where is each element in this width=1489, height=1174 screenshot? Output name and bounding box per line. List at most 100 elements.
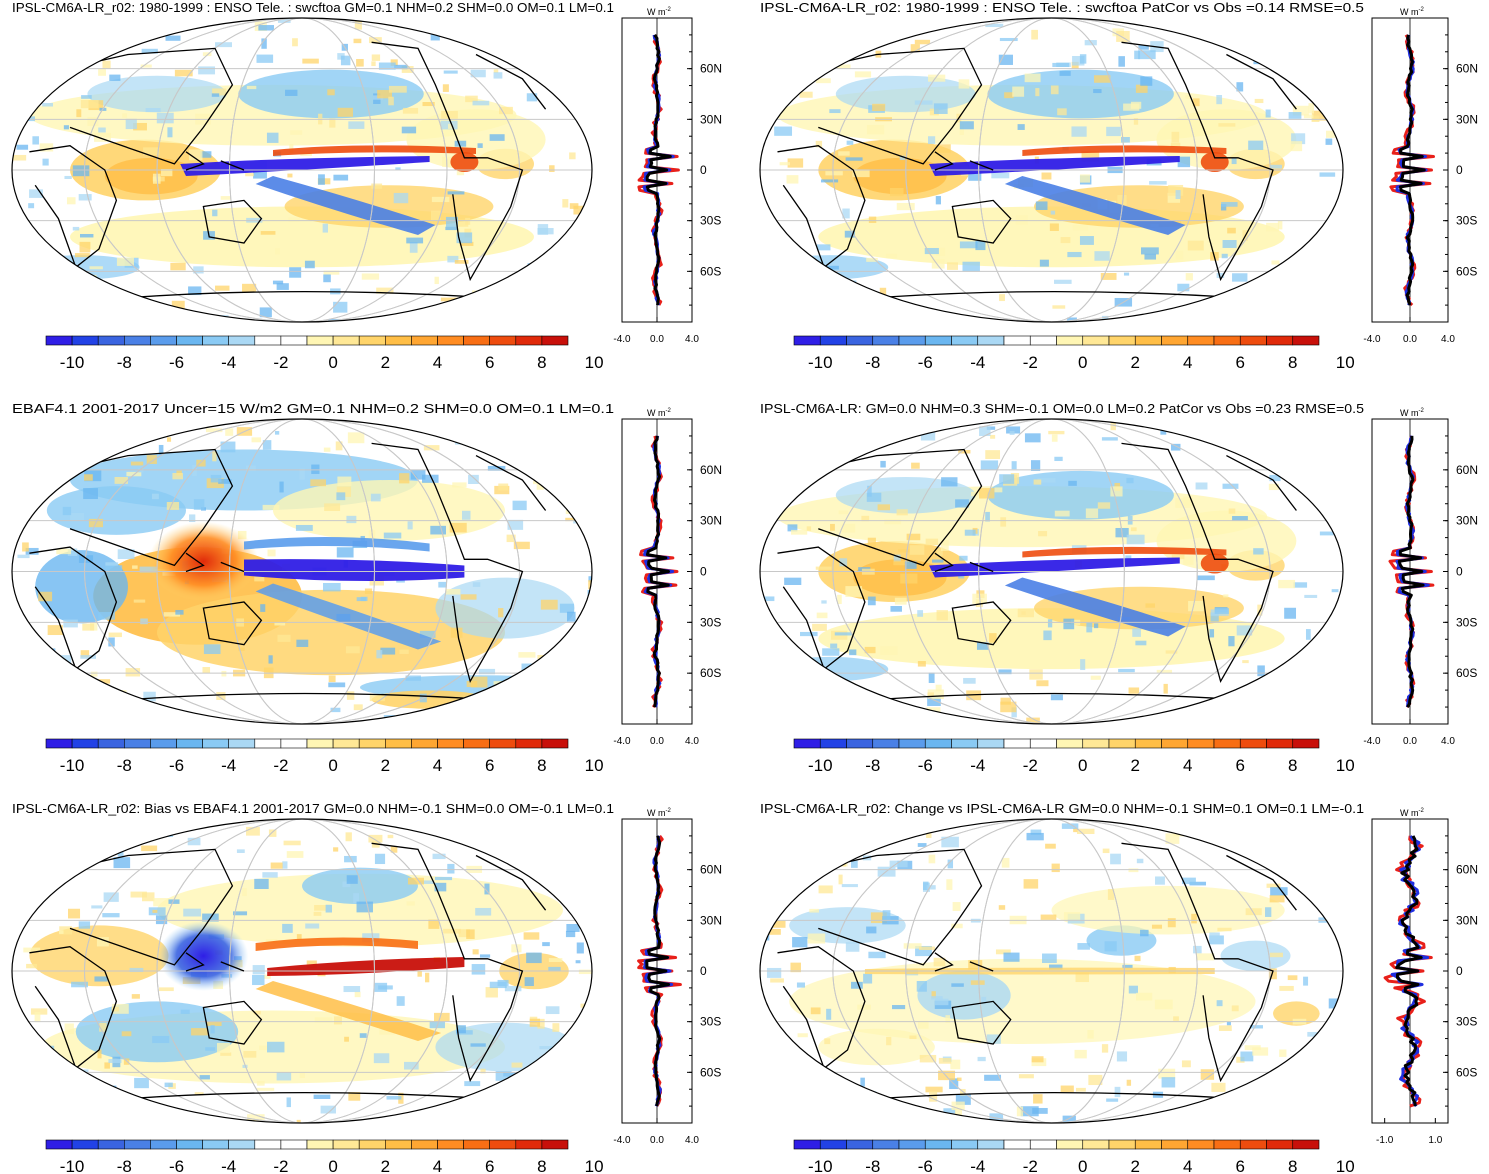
panel-title: IPSL-CM6A-LR: GM=0.0 NHM=0.3 SHM=-0.1 OM…	[760, 402, 1364, 416]
colorbar-label: 10	[1336, 756, 1355, 775]
colorbar-swatch	[411, 1139, 438, 1150]
colorbar-label: 4	[433, 1157, 442, 1174]
colorbar-swatch	[951, 738, 979, 749]
map-field	[12, 819, 592, 1123]
lat-label: 60S	[1456, 666, 1477, 680]
colorbar-swatch	[898, 335, 926, 346]
colorbar-swatch	[1003, 335, 1031, 346]
colorbar-swatch	[150, 335, 177, 346]
colorbar-label: -4	[970, 353, 985, 372]
colorbar-swatch	[1108, 335, 1136, 346]
colorbar-swatch	[1213, 1139, 1241, 1150]
map-field	[760, 18, 1343, 322]
colorbar-label: 4	[433, 756, 442, 775]
lat-label: 0	[700, 163, 707, 177]
colorbar-swatch	[872, 335, 900, 346]
colorbar-label: 0	[328, 353, 337, 372]
coastlines	[29, 842, 547, 1100]
lat-label: 60N	[1456, 463, 1478, 477]
map-outline	[11, 418, 593, 725]
colorbar-swatch	[515, 335, 543, 346]
colorbar-swatch	[1134, 1139, 1162, 1150]
colorbar-label: 6	[485, 1157, 494, 1174]
black-profile	[1399, 34, 1426, 306]
colorbar-label: 0	[1078, 1157, 1087, 1174]
colorbar-swatch	[254, 1139, 282, 1150]
colorbar-swatch	[1029, 738, 1057, 749]
colorbar-label: -8	[117, 1157, 132, 1174]
colorbar-swatch	[1056, 1139, 1084, 1150]
colorbar-swatch	[1029, 1139, 1057, 1150]
x-tick-label: 4.0	[1441, 736, 1455, 747]
panel-6: IPSL-CM6A-LR_r02: Change vs IPSL-CM6A-LR…	[759, 802, 1478, 1174]
panel-title: IPSL-CM6A-LR_r02: 1980-1999 : ENSO Tele.…	[12, 1, 614, 15]
colorbar-swatch	[45, 1139, 73, 1150]
colorbar-swatch	[1292, 1139, 1320, 1150]
lat-label: 60N	[700, 863, 722, 877]
colorbar-swatch	[846, 738, 874, 749]
colorbar-label: -6	[918, 353, 933, 372]
colorbar-swatch	[489, 738, 517, 749]
lat-label: 0	[700, 565, 707, 579]
colorbar-swatch	[515, 1139, 543, 1150]
colorbar-swatch	[358, 1139, 386, 1150]
colorbar-swatch	[1003, 738, 1031, 749]
colorbar-label: 10	[1336, 1157, 1355, 1174]
x-tick-label: 1.0	[1428, 1135, 1442, 1146]
colorbar-swatch	[1239, 1139, 1267, 1150]
colorbar-swatch	[254, 335, 282, 346]
coastlines	[777, 442, 1297, 701]
colorbar-label: 0	[1078, 353, 1087, 372]
colorbar-swatch	[924, 335, 952, 346]
lat-label: 60S	[1456, 264, 1477, 278]
colorbar-swatch	[898, 738, 926, 749]
colorbar-label: -4	[221, 756, 236, 775]
colorbar-swatch	[228, 738, 256, 749]
map-field	[12, 18, 592, 322]
x-tick-label: -4.0	[613, 736, 631, 747]
colorbar-label: -2	[273, 756, 288, 775]
colorbar-swatch	[1003, 1139, 1031, 1150]
map-field	[12, 419, 592, 724]
colorbar-swatch	[924, 1139, 952, 1150]
colorbar-swatch	[71, 738, 99, 749]
graticule	[760, 819, 1343, 1123]
colorbar-swatch	[202, 1139, 230, 1150]
colorbar-label: -2	[1023, 756, 1038, 775]
map-field	[760, 419, 1343, 724]
panel-title: IPSL-CM6A-LR_r02: Bias vs EBAF4.1 2001-2…	[12, 802, 614, 816]
graticule	[12, 419, 592, 724]
lat-label: 30N	[700, 514, 722, 528]
colorbar-label: -8	[865, 1157, 880, 1174]
units-label: W m-2	[1400, 808, 1424, 818]
colorbar-swatch	[1187, 738, 1215, 749]
colorbar-label: 10	[585, 756, 604, 775]
colorbar-swatch	[124, 1139, 151, 1150]
colorbar-label: -2	[1023, 1157, 1038, 1174]
units-label: W m-2	[1400, 7, 1424, 17]
colorbar-label: 6	[1236, 353, 1245, 372]
black-profile	[1395, 835, 1423, 1107]
colorbar-label: -8	[865, 756, 880, 775]
colorbar-swatch	[489, 335, 517, 346]
colorbar-label: -4	[221, 1157, 236, 1174]
lat-label: 30S	[700, 214, 721, 228]
x-tick-label: 0.0	[1403, 736, 1417, 747]
colorbar-swatch	[819, 738, 847, 749]
colorbar-swatch	[254, 738, 282, 749]
colorbar-swatch	[1213, 335, 1241, 346]
colorbar-swatch	[1082, 738, 1110, 749]
lat-label: 30N	[1456, 514, 1478, 528]
x-tick-label: 4.0	[1441, 334, 1455, 345]
lat-label: 30N	[700, 112, 722, 126]
colorbar-label: -10	[60, 756, 85, 775]
lat-label: 60S	[700, 264, 721, 278]
colorbar-swatch	[846, 335, 874, 346]
colorbar-swatch	[1213, 738, 1241, 749]
colorbar-swatch	[1161, 1139, 1189, 1150]
colorbar-swatch	[463, 335, 491, 346]
colorbar-swatch	[202, 335, 230, 346]
lat-label: 60S	[700, 666, 721, 680]
colorbar-swatch	[541, 335, 569, 346]
panel-5: IPSL-CM6A-LR_r02: Bias vs EBAF4.1 2001-2…	[11, 802, 722, 1174]
